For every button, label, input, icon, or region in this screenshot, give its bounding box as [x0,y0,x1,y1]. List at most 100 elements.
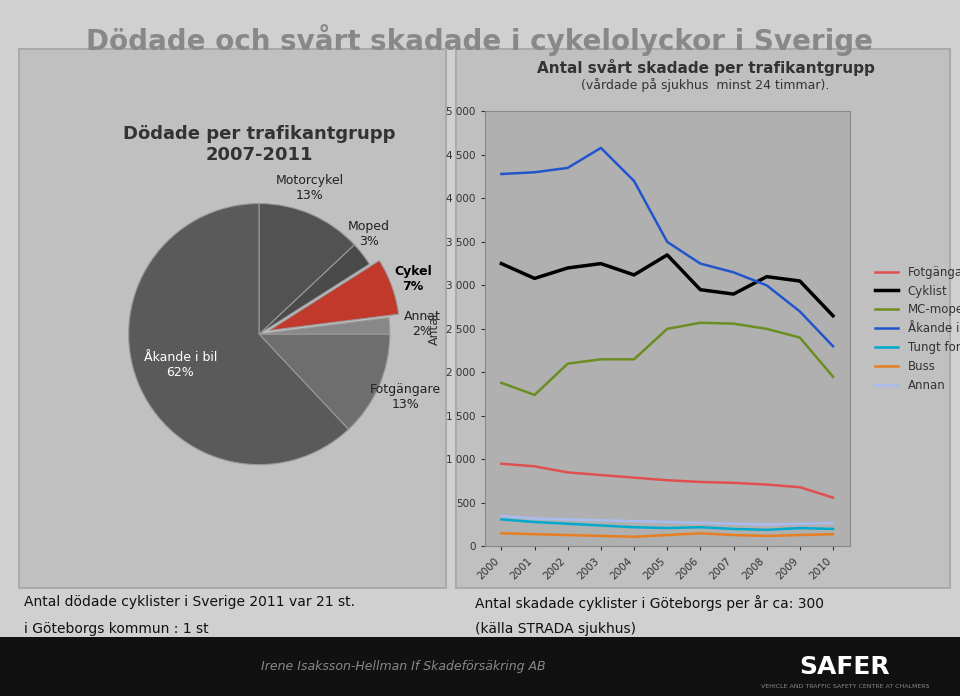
Line: Cyklist: Cyklist [501,255,833,316]
Tungt fordon [628,523,639,532]
Åkande i bil [695,260,707,268]
Text: Cykel
7%: Cykel 7% [394,264,432,293]
Text: av de trafikdödade): av de trafikdödade) [24,688,161,696]
Text: Moped
3%: Moped 3% [348,220,390,248]
Wedge shape [129,203,348,465]
Fotgängare [761,480,773,489]
Åkande i bil [661,238,673,246]
MC-moped [761,324,773,333]
Fotgängare [661,476,673,484]
Åkande i bil [595,144,607,152]
Tungt fordon [828,525,839,533]
Fotgängare [794,483,805,491]
Fotgängare [828,493,839,502]
Cyklist [661,251,673,259]
Y-axis label: Antal: Antal [428,313,441,345]
Line: Fotgängare: Fotgängare [501,464,833,498]
Fotgängare [728,479,739,487]
Cyklist [695,285,707,294]
Text: (1960 ca: 170 dödade cyklister utgjorde då 16%: (1960 ca: 170 dödade cyklister utgjorde … [24,661,361,677]
MC-moped [529,391,540,400]
Annan [661,518,673,526]
Tungt fordon [728,525,739,533]
Cyklist [595,260,607,268]
MC-moped [794,333,805,342]
Annan [595,516,607,525]
Buss [595,532,607,540]
Tungt fordon [562,519,573,528]
Text: SAFER: SAFER [800,655,890,679]
Buss [529,530,540,539]
Text: Motorcykel
13%: Motorcykel 13% [276,174,344,202]
Cyklist [495,260,507,268]
Text: Irene Isaksson-Hellman If Skadeförsäkring AB: Irene Isaksson-Hellman If Skadeförsäkrin… [261,661,545,673]
Text: i Göteborgs kommun : 1 st: i Göteborgs kommun : 1 st [24,622,208,635]
Buss [761,532,773,540]
Cyklist [628,271,639,279]
Fotgängare [529,462,540,470]
Text: (vårdade på sjukhus  minst 24 timmar).: (vårdade på sjukhus minst 24 timmar). [582,78,829,92]
Wedge shape [259,245,370,334]
Fotgängare [628,473,639,482]
Legend: Fotgängare, Cyklist, MC-moped, Åkande i bil, Tungt fordon, Buss, Annan: Fotgängare, Cyklist, MC-moped, Åkande i … [870,261,960,397]
Annan [761,521,773,529]
Line: Tungt fordon: Tungt fordon [501,519,833,530]
Buss [628,532,639,541]
Wedge shape [259,334,390,429]
Fotgängare [562,468,573,477]
Annan [529,514,540,523]
Text: (källa STRADA sjukhus): (källa STRADA sjukhus) [475,622,636,635]
Åkande i bil [495,170,507,178]
Buss [495,529,507,537]
Line: Annan: Annan [501,516,833,525]
Text: Annat
2%: Annat 2% [403,310,441,338]
Annan [562,515,573,523]
MC-moped [661,324,673,333]
Åkande i bil [628,177,639,185]
Tungt fordon [529,518,540,526]
Buss [828,530,839,539]
MC-moped [695,319,707,327]
Cyklist [761,272,773,280]
Buss [562,531,573,539]
Åkande i bil [529,168,540,176]
Line: MC-moped: MC-moped [501,323,833,395]
Åkande i bil [728,268,739,276]
Cyklist [562,264,573,272]
Åkande i bil [794,308,805,316]
Annan [728,519,739,528]
Buss [661,531,673,539]
Text: Antal skadade cyklister i Göteborgs per år ca: 300: Antal skadade cyklister i Göteborgs per … [475,595,825,611]
MC-moped [628,355,639,363]
Åkande i bil [562,164,573,172]
MC-moped [495,379,507,387]
Text: Antal svårt skadade per trafikantgrupp: Antal svårt skadade per trafikantgrupp [537,59,875,76]
Annan [695,519,707,527]
Wedge shape [269,260,398,331]
Text: Åkande i bil
62%: Åkande i bil 62% [144,351,217,379]
Buss [794,531,805,539]
Cyklist [828,312,839,320]
Annan [828,519,839,527]
MC-moped [728,319,739,328]
MC-moped [828,372,839,381]
Line: Åkande i bil: Åkande i bil [501,148,833,346]
MC-moped [562,359,573,367]
Buss [728,531,739,539]
Line: Buss: Buss [501,533,833,537]
Fotgängare [695,477,707,486]
Tungt fordon [761,525,773,534]
Text: Dödade och svårt skadade i cykelolyckor i Sverige: Dödade och svårt skadade i cykelolyckor … [86,24,874,56]
Annan [495,512,507,520]
Tungt fordon [595,521,607,530]
Annan [628,517,639,525]
Text: Fotgängare
13%: Fotgängare 13% [370,383,441,411]
Åkande i bil [828,342,839,350]
Cyklist [794,277,805,285]
Buss [695,529,707,537]
Tungt fordon [794,524,805,532]
Annan [794,519,805,528]
Wedge shape [259,317,390,334]
Åkande i bil [761,281,773,290]
Cyklist [728,290,739,298]
